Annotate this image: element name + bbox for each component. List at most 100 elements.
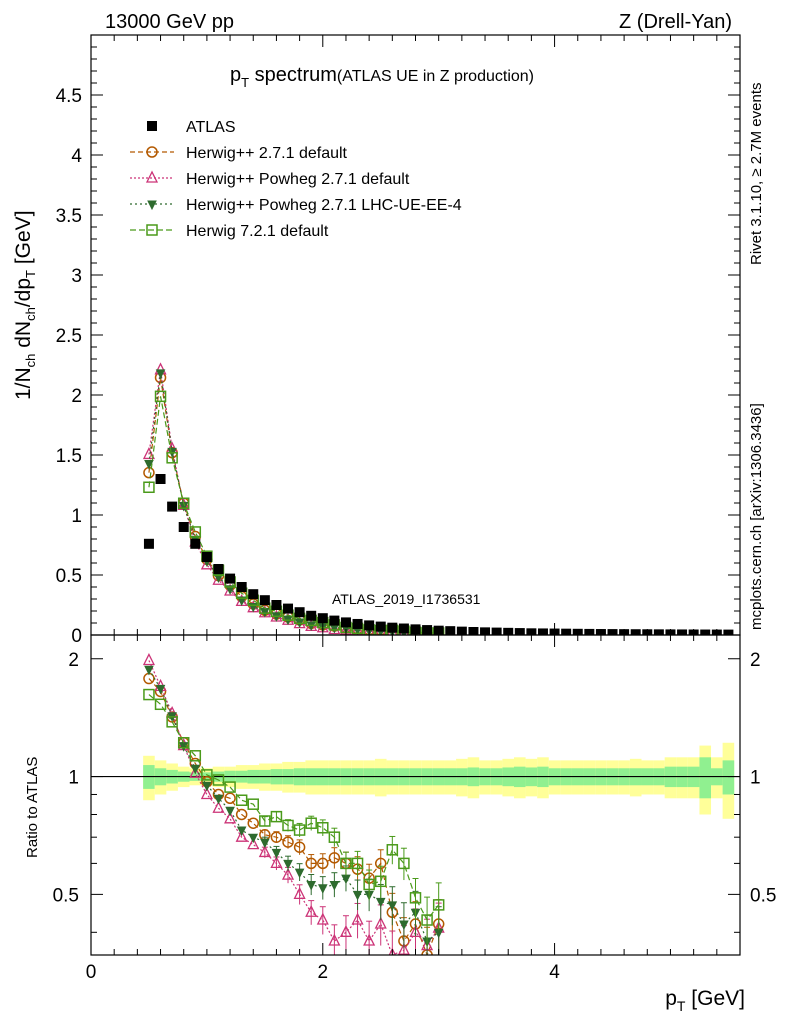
atlas-point (398, 623, 409, 634)
atlas-point (155, 474, 166, 484)
atlas-point (364, 620, 375, 631)
plot-title: pT spectrum(ATLAS UE in Z production) (230, 64, 534, 90)
ratio-line-powheg_ue (148, 668, 440, 942)
ratio-point-powheg_ue (294, 868, 305, 879)
ratio-point-herwig_default (270, 831, 283, 843)
ratio-point-powheg_ue (399, 920, 409, 931)
ratio-point-powheg_ue (306, 880, 317, 891)
ratio-point-powheg_default (409, 924, 422, 937)
frames: 0 2 4 0 0.5 1 1.5 2 2.5 3 3.5 4 4.5 0.5 0.5 1 1 2 2 (53, 34, 776, 983)
ratio-point-powheg_default (363, 933, 376, 946)
legend-label-powheg_default: Herwig++ Powheg 2.7.1 default (186, 171, 410, 188)
point-herwig721 (154, 390, 167, 403)
ratio-point-powheg_ue (144, 665, 154, 676)
atlas-point (317, 613, 328, 624)
atlas-point (445, 626, 456, 635)
y-tick-label: 0 (71, 626, 82, 647)
atlas-point (630, 629, 641, 635)
y-tick-label: 4 (71, 146, 82, 167)
ratio-point-herwig721 (421, 914, 433, 926)
ratio-point-powheg_default (374, 916, 387, 929)
ratio-point-powheg_default (247, 837, 260, 850)
ratio-point-herwig721 (270, 810, 283, 823)
ratio-line-herwig721 (148, 694, 440, 922)
ratio-point-herwig_default (328, 852, 341, 864)
ratio-line-powheg_default (148, 660, 440, 955)
ratio-point-herwig721 (409, 892, 422, 904)
atlas-point (283, 603, 294, 614)
ratio-point-powheg_ue (352, 890, 363, 901)
ratio-point-powheg_default (351, 912, 364, 925)
y-tick-label: 1 (71, 506, 82, 527)
ratio-point-powheg_default (305, 904, 318, 917)
point-powheg_ue (144, 460, 154, 470)
ratio-point-herwig721 (317, 821, 329, 834)
top-y-axis-label: 1/Nch dNch/dpT [GeV] (12, 210, 38, 400)
ratio-point-powheg_default (189, 765, 202, 778)
point-herwig721 (143, 481, 155, 494)
band-inner (722, 760, 735, 795)
point-powheg_default (328, 622, 341, 635)
ratio-point-powheg_ue (375, 897, 386, 908)
ratio-point-herwig_default (293, 841, 306, 853)
ratio-point-powheg_default (142, 653, 155, 666)
ratio-point-powheg_default (316, 912, 329, 925)
atlas-point (340, 617, 351, 628)
point-herwig721 (166, 452, 178, 464)
ratio-tick-label-left: 2 (68, 650, 79, 671)
rivet-text: Rivet 3.1.10, ≥ 2.7M events (748, 83, 765, 266)
ratio-tick-label-right: 0.5 (750, 885, 776, 906)
ratio-point-powheg_ue (260, 838, 270, 849)
legend-marker-herwig721 (146, 224, 158, 236)
atlas-point (491, 627, 502, 635)
legend-label-herwig721: Herwig 7.2.1 default (186, 223, 329, 240)
ratio-point-herwig721 (201, 769, 213, 781)
ratio-point-herwig_default (224, 792, 236, 805)
ratio-point-herwig721 (374, 875, 387, 888)
ratio-point-powheg_ue (190, 764, 201, 775)
point-powheg_default (142, 446, 155, 460)
ratio-point-powheg_ue (317, 884, 328, 894)
atlas-point (537, 628, 548, 635)
ratio-tick-label-right: 2 (750, 650, 761, 671)
ratio-point-powheg_ue (213, 794, 224, 805)
ratio-point-powheg_default (270, 855, 283, 869)
ratio-point-herwig721 (386, 844, 399, 856)
ratio-point-herwig721 (166, 716, 178, 728)
point-powheg_default (224, 583, 237, 596)
ratio-point-powheg_ue (155, 684, 166, 695)
point-herwig721 (189, 526, 202, 538)
ratio-point-herwig_default (305, 857, 317, 870)
ratio-tick-label-left: 0.5 (53, 885, 79, 906)
atlas-point (653, 629, 664, 635)
ratio-line-herwig_default (148, 678, 440, 955)
mcplots-text: mcplots.cern.ch [arXiv:1306.3436] (748, 403, 765, 630)
ratio-panel (91, 653, 740, 955)
ratio-point-herwig_default (317, 857, 329, 870)
ratio-point-powheg_ue (271, 848, 282, 859)
ratio-point-powheg_default (281, 867, 295, 880)
atlas-point (375, 621, 386, 632)
ratio-point-powheg_ue (387, 901, 398, 912)
ratio-point-herwig721 (432, 899, 445, 911)
ratio-point-powheg_default (200, 787, 213, 800)
atlas-point (584, 628, 595, 635)
analysis-watermark: ATLAS_2019_I1736531 (332, 591, 481, 607)
atlas-point (700, 629, 711, 635)
atlas-point (294, 607, 305, 618)
ratio-point-powheg_default (258, 844, 271, 858)
y-tick-label: 2 (71, 386, 82, 407)
ratio-point-powheg_ue (283, 859, 293, 870)
atlas-point (271, 600, 282, 610)
ratio-point-herwig721 (351, 857, 364, 870)
point-powheg_ue (155, 369, 166, 380)
ratio-point-herwig721 (328, 831, 341, 843)
ratio-point-herwig721 (282, 819, 294, 832)
atlas-point (143, 538, 154, 549)
atlas-point (259, 595, 270, 606)
ratio-point-herwig721 (189, 750, 202, 762)
ratio-point-herwig721 (305, 817, 317, 829)
ratio-point-herwig721 (259, 815, 271, 827)
atlas-point (190, 538, 201, 549)
